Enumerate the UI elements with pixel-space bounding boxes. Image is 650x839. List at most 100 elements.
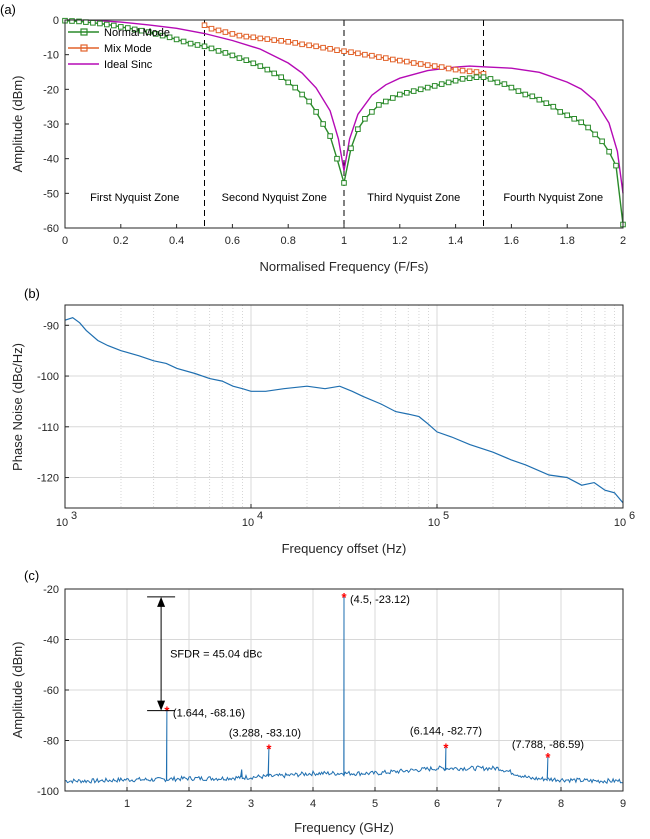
marker-normal-mode — [320, 121, 326, 127]
legend-normal-label: Normal Mode — [104, 27, 170, 39]
marker-mix-mode — [390, 56, 396, 63]
marker-normal-mode — [208, 45, 215, 52]
marker-mix-mode — [292, 40, 298, 46]
legend-mix-label: Mix Mode — [104, 43, 152, 55]
x-tick-label: 0.8 — [281, 235, 296, 247]
panel-c-x-axis-label: Frequency (GHz) — [294, 820, 394, 835]
marker-normal-mode — [313, 109, 319, 115]
sfdr-label: SFDR = 45.04 dBc — [170, 649, 263, 661]
marker-mix-mode — [201, 22, 208, 28]
y-tick-label: 0 — [53, 15, 59, 27]
marker-normal-mode — [76, 18, 82, 25]
marker-mix-mode — [236, 32, 243, 39]
marker-normal-mode — [278, 74, 284, 81]
marker-normal-mode — [348, 145, 354, 152]
spur-label: (1.644, -68.16) — [173, 708, 245, 720]
x-tick-label: 5 — [372, 798, 378, 810]
marker-mix-mode — [473, 69, 480, 75]
marker-normal-mode — [390, 95, 396, 101]
marker-mix-mode — [348, 49, 354, 56]
marker-normal-mode — [424, 84, 431, 91]
y-tick-label: -30 — [43, 119, 59, 131]
marker-mix-mode — [417, 61, 424, 67]
marker-normal-mode — [494, 79, 501, 86]
marker-mix-mode — [257, 35, 264, 42]
marker-mix-mode — [362, 51, 368, 58]
marker-normal-mode — [452, 77, 459, 84]
marker-normal-mode — [410, 88, 417, 94]
marker-normal-mode — [438, 81, 445, 87]
marker-normal-mode — [585, 124, 591, 131]
marker-normal-mode — [69, 18, 75, 24]
zone-label-3: Fourth Nyquist Zone — [503, 192, 603, 204]
marker-normal-mode — [606, 148, 612, 155]
marker-normal-mode — [543, 100, 550, 107]
x-tick-label: 1.6 — [504, 235, 519, 247]
marker-normal-mode — [187, 40, 194, 47]
y-tick-label: -40 — [43, 635, 59, 647]
marker-normal-mode — [327, 133, 333, 139]
y-tick-label: -80 — [43, 736, 59, 748]
x-tick-label: 1.2 — [392, 235, 407, 247]
marker-normal-mode — [306, 98, 312, 105]
x-tick-label: 0 — [62, 235, 68, 247]
x-tick-label: 0.6 — [225, 235, 240, 247]
marker-mix-mode — [376, 54, 382, 60]
marker-normal-mode — [369, 109, 375, 115]
marker-normal-mode — [334, 155, 340, 162]
marker-normal-mode — [501, 81, 508, 87]
y-tick-label: -100 — [37, 371, 59, 383]
marker-mix-mode — [306, 42, 312, 49]
y-tick-label: -10 — [43, 50, 59, 62]
panel-b-grid — [64, 305, 624, 508]
x-tick-label: 9 — [620, 798, 626, 810]
marker-normal-mode — [215, 48, 222, 54]
marker-normal-mode — [104, 21, 110, 28]
marker-mix-mode — [459, 67, 466, 74]
x-tick-label: 10 — [428, 517, 440, 529]
panel-c-y-axis-label: Amplitude (dBm) — [10, 642, 25, 739]
x-tick-label: 1.8 — [560, 235, 575, 247]
marker-normal-mode — [173, 36, 180, 43]
panel-a-x-ticks: 0 0.2 0.4 0.6 0.8 1 1.2 1.4 1.6 1.8 2 — [62, 224, 626, 247]
marker-normal-mode — [417, 86, 424, 93]
marker-mix-mode — [438, 64, 445, 70]
y-tick-label: -90 — [43, 320, 59, 332]
marker-mix-mode — [445, 65, 452, 72]
marker-normal-mode — [515, 88, 522, 94]
panel-c-plot-area — [64, 596, 624, 785]
marker-mix-mode — [243, 33, 250, 40]
panel-b-plot-area — [64, 317, 624, 504]
marker-normal-mode — [243, 57, 250, 64]
marker-normal-mode — [229, 52, 236, 59]
x-tick-label: 8 — [558, 798, 564, 810]
y-tick-label: -20 — [43, 84, 59, 96]
marker-normal-mode — [271, 70, 277, 77]
phase-noise-line — [64, 317, 624, 504]
marker-normal-mode — [480, 74, 487, 81]
marker-normal-mode — [529, 93, 536, 100]
x-tick-exponent: 5 — [443, 510, 449, 522]
y-tick-label: -60 — [43, 685, 59, 697]
spur-label: (3.288, -83.10) — [229, 727, 301, 739]
marker-mix-mode — [334, 47, 340, 54]
marker-normal-mode — [431, 83, 438, 89]
marker-normal-mode — [138, 27, 145, 34]
legend-normal-marker — [80, 28, 88, 36]
marker-mix-mode — [271, 37, 277, 43]
marker-normal-mode — [536, 96, 543, 103]
marker-mix-mode — [466, 68, 473, 75]
panel-a-nyquist-response: (a) First Nyquist Zone Second Nyquist Zon… — [0, 2, 626, 274]
marker-normal-mode — [487, 76, 494, 82]
marker-normal-mode — [522, 91, 529, 98]
marker-normal-mode — [466, 75, 473, 82]
marker-normal-mode — [118, 24, 124, 30]
panel-b-x-axis-label: Frequency offset (Hz) — [282, 541, 407, 556]
x-tick-exponent: 6 — [629, 510, 635, 522]
marker-normal-mode — [292, 84, 298, 91]
spur-label: (6.144, -82.77) — [410, 725, 482, 737]
marker-mix-mode — [229, 31, 236, 37]
legend-entry-ideal-sinc: Ideal Sinc — [68, 59, 153, 71]
marker-normal-mode — [97, 20, 103, 27]
